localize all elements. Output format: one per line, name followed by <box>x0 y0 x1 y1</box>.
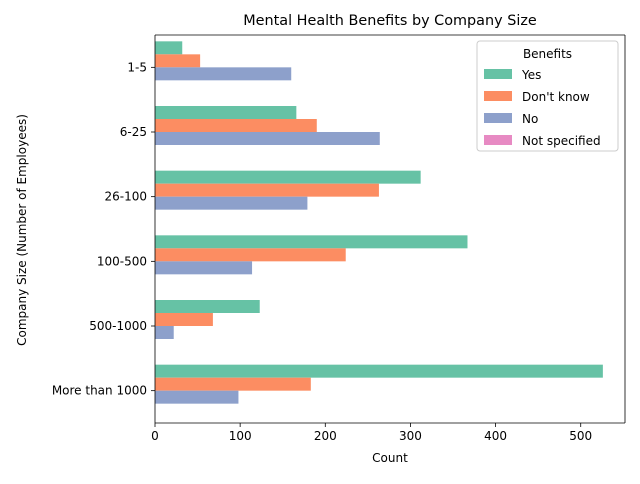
legend-swatch <box>484 113 512 123</box>
bar <box>155 377 311 391</box>
bar <box>155 132 380 145</box>
x-tick-label: 400 <box>484 429 507 443</box>
y-tick-label: 6-25 <box>120 125 147 139</box>
bar <box>155 313 213 326</box>
legend-title: Benefits <box>523 47 572 61</box>
chart-title: Mental Health Benefits by Company Size <box>243 13 537 29</box>
bar <box>155 170 421 184</box>
legend-swatch <box>484 69 512 79</box>
bar <box>155 54 201 68</box>
bar <box>155 300 260 313</box>
bar <box>155 390 239 404</box>
legend-swatch <box>484 135 512 145</box>
bar <box>155 326 174 339</box>
x-tick-label: 500 <box>569 429 592 443</box>
x-tick-label: 300 <box>399 429 422 443</box>
bar <box>155 248 346 262</box>
legend: Benefits Yes Don't know No Not specified <box>476 40 619 152</box>
x-tick-label: 100 <box>229 429 252 443</box>
x-tick-label: 0 <box>151 429 159 443</box>
legend-frame <box>476 40 619 152</box>
y-tick-label: More than 1000 <box>52 384 147 398</box>
y-tick-label: 1-5 <box>127 60 147 74</box>
bar <box>155 235 468 249</box>
bar <box>155 67 292 81</box>
bar <box>155 106 297 119</box>
y-axis-label: Company Size (Number of Employees) <box>15 114 29 346</box>
y-tick-label: 500-1000 <box>89 319 147 333</box>
axes-layer: 0 100 200 300 400 500 1-5 6-25 26-100 100-500 500-… <box>52 34 626 443</box>
bar <box>155 261 253 275</box>
bar <box>155 364 603 378</box>
x-axis-label: Count <box>372 451 408 465</box>
bars-layer <box>155 41 603 404</box>
legend-label: Don't know <box>522 90 590 104</box>
bar <box>155 119 317 132</box>
y-tick-label: 26-100 <box>104 190 147 204</box>
legend-label: Yes <box>521 68 541 82</box>
bar <box>155 196 308 210</box>
bar <box>155 183 379 197</box>
legend-label: Not specified <box>522 134 601 148</box>
bar <box>155 41 183 55</box>
y-tick-label: 100-500 <box>97 254 147 268</box>
legend-label: No <box>522 112 538 126</box>
x-tick-label: 200 <box>314 429 337 443</box>
legend-swatch <box>484 91 512 101</box>
